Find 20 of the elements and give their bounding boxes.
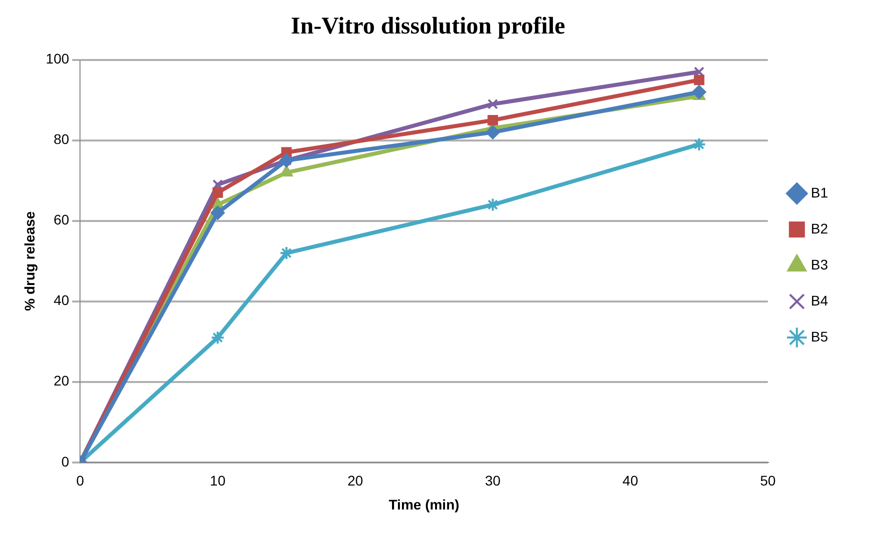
chart-title: In-Vitro dissolution profile bbox=[290, 14, 566, 40]
y-tick-label: 20 bbox=[54, 372, 70, 389]
y-axis-title: % drug release bbox=[21, 211, 38, 311]
legend-label: B2 bbox=[810, 220, 828, 236]
y-tick-label: 40 bbox=[54, 292, 70, 308]
x-tick-label: 40 bbox=[622, 472, 638, 489]
x-tick-label: 20 bbox=[347, 472, 364, 489]
legend-label: B1 bbox=[810, 184, 828, 200]
y-tick-label: 0 bbox=[61, 453, 70, 470]
x-tick-label: 0 bbox=[76, 472, 84, 489]
y-tick-label: 100 bbox=[46, 50, 70, 67]
legend-label: B4 bbox=[810, 292, 828, 308]
legend-label: B3 bbox=[810, 256, 828, 272]
x-tick-label: 10 bbox=[210, 472, 226, 489]
legend-label: B5 bbox=[810, 328, 828, 344]
x-axis-title: Time (min) bbox=[388, 496, 460, 512]
x-tick-label: 30 bbox=[485, 472, 501, 489]
y-tick-label: 60 bbox=[54, 212, 70, 228]
y-tick-label: 80 bbox=[54, 131, 70, 148]
x-tick-label: 50 bbox=[760, 472, 776, 489]
